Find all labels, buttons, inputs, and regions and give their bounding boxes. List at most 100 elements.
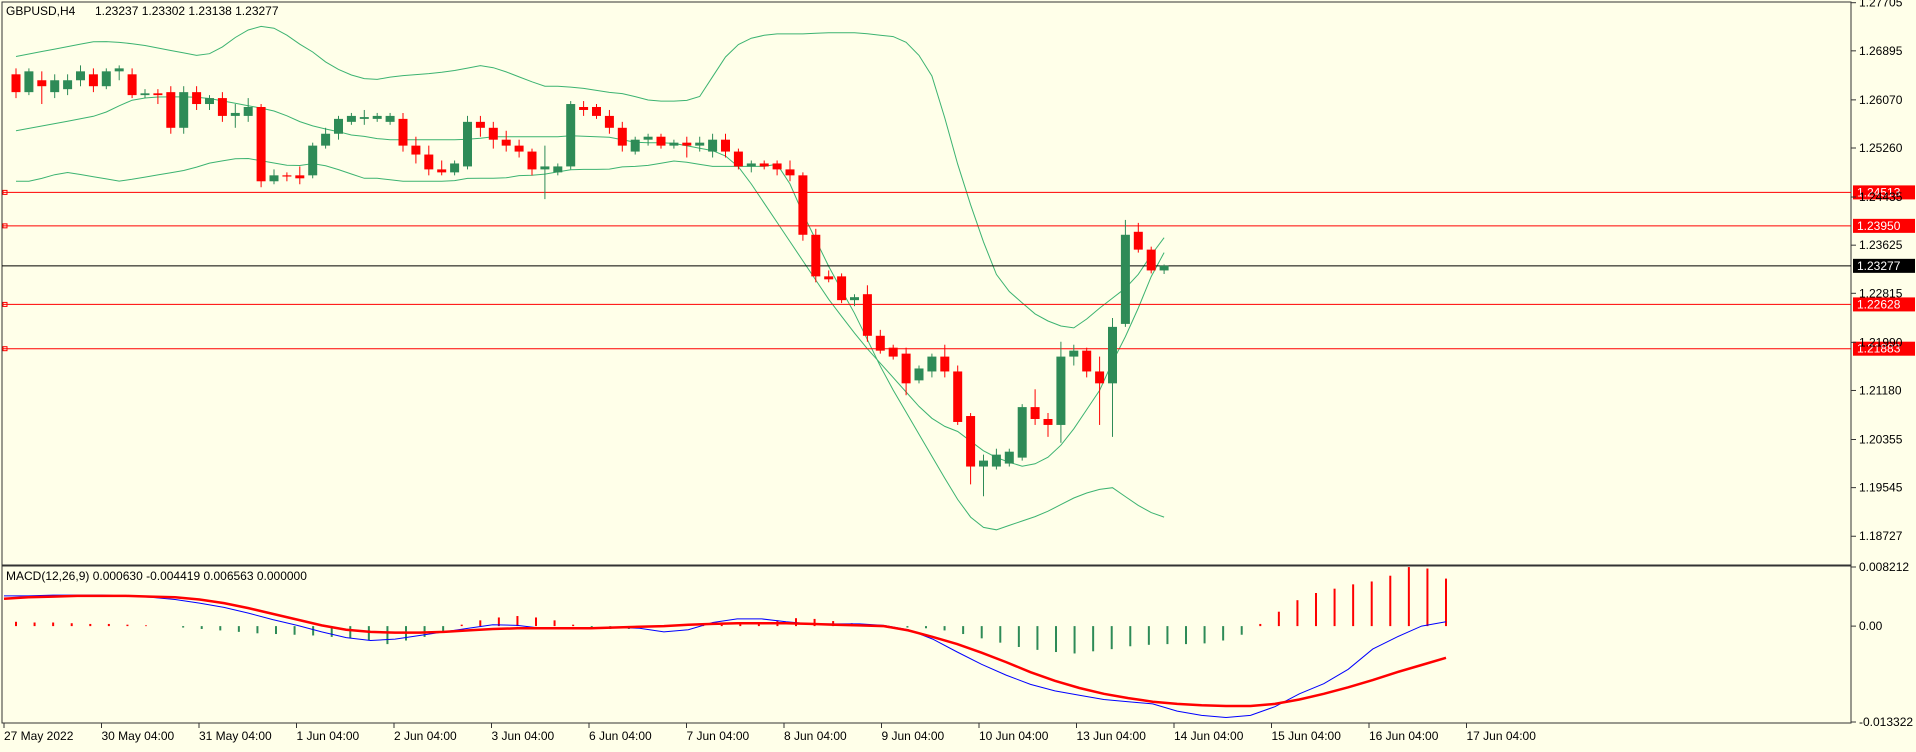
candle-body-bear bbox=[888, 347, 898, 357]
candle-body-bear bbox=[579, 106, 589, 110]
candle-body-bull bbox=[1017, 407, 1027, 458]
candle-body-bull bbox=[463, 121, 472, 167]
candle-body-bear bbox=[166, 92, 176, 128]
candle-body-bear bbox=[682, 142, 692, 146]
macd-pane-frame bbox=[1, 565, 1852, 724]
candle-body-bear bbox=[837, 276, 847, 301]
candle-body-bull bbox=[372, 115, 382, 119]
time-tick-label: 15 Jun 04:00 bbox=[1272, 729, 1342, 743]
candle-body-bull bbox=[1120, 234, 1130, 324]
candle-body-bull bbox=[334, 118, 343, 134]
candle-body-bull bbox=[24, 71, 34, 93]
price-tick-label: 1.26895 bbox=[1859, 44, 1903, 58]
candle-body-bear bbox=[733, 151, 743, 167]
macd-tick-label: -0.013322 bbox=[1859, 715, 1913, 729]
candle-body-bear bbox=[811, 234, 821, 277]
time-tick-label: 13 Jun 04:00 bbox=[1077, 729, 1147, 743]
level-price-tag bbox=[1853, 185, 1915, 200]
candle-body-bull bbox=[1069, 350, 1079, 357]
candle-body-bull bbox=[230, 112, 240, 116]
candle-body-bull bbox=[308, 145, 318, 176]
candle-body-bull bbox=[114, 68, 124, 72]
candle-body-bull bbox=[101, 71, 111, 87]
time-tick-label: 10 Jun 04:00 bbox=[979, 729, 1049, 743]
time-tick-label: 8 Jun 04:00 bbox=[784, 729, 847, 743]
candle-body-bull bbox=[708, 139, 718, 152]
candle-body-bull bbox=[850, 297, 859, 301]
candle-body-bear bbox=[282, 175, 292, 177]
candle-body-bear bbox=[11, 74, 21, 93]
candle-body-bear bbox=[501, 139, 511, 146]
level-anchor-marker bbox=[2, 301, 8, 307]
level-anchor-marker bbox=[2, 189, 8, 195]
candle-body-bear bbox=[875, 335, 885, 351]
time-tick-label: 1 Jun 04:00 bbox=[297, 729, 360, 743]
candle-body-bear bbox=[127, 74, 137, 96]
candle-body-bear bbox=[153, 93, 163, 96]
macd-title: MACD(12,26,9) 0.000630 -0.004419 0.00656… bbox=[6, 569, 307, 583]
time-tick-label: 17 Jun 04:00 bbox=[1467, 729, 1537, 743]
candle-body-bull bbox=[643, 136, 653, 140]
candle-body-bull bbox=[385, 115, 395, 122]
candle-body-bear bbox=[901, 353, 911, 384]
candle-body-bull bbox=[630, 139, 640, 152]
candle-body-bear bbox=[192, 92, 202, 105]
macd-main-line bbox=[4, 594, 1447, 719]
candle-body-bear bbox=[514, 145, 524, 152]
candle-body-bear bbox=[604, 115, 614, 128]
macd-signal-line bbox=[3, 594, 1447, 708]
price-tick-label: 1.19545 bbox=[1859, 481, 1903, 495]
candle-body-bear bbox=[759, 163, 769, 167]
time-tick-label: 30 May 04:00 bbox=[102, 729, 175, 743]
level-price-label: 1.22628 bbox=[1857, 297, 1901, 311]
candle-body-bull bbox=[927, 356, 937, 372]
candle-body-bull bbox=[553, 166, 563, 173]
candle-body-bear bbox=[798, 175, 808, 235]
candle-body-bull bbox=[991, 454, 1001, 467]
candle-body-bear bbox=[721, 139, 730, 152]
candle-body-bull bbox=[346, 115, 356, 122]
price-tick-label: 1.22815 bbox=[1859, 286, 1903, 300]
time-tick-label: 27 May 2022 bbox=[4, 729, 74, 743]
macd-layer bbox=[3, 567, 1447, 719]
candle-body-bull bbox=[269, 175, 279, 182]
time-tick-label: 31 May 04:00 bbox=[199, 729, 272, 743]
ohlc-readout: 1.23237 1.23302 1.23138 1.23277 bbox=[95, 4, 279, 18]
current-price-tag bbox=[1853, 258, 1915, 273]
candle-body-bear bbox=[656, 136, 666, 146]
candle-body-bear bbox=[1030, 407, 1040, 419]
candle-body-bull bbox=[540, 166, 550, 170]
candle-body-bear bbox=[475, 121, 485, 128]
level-price-tag bbox=[1853, 341, 1915, 356]
candle-body-bull bbox=[321, 133, 331, 146]
level-price-tag bbox=[1853, 297, 1915, 312]
price-tick-label: 1.24435 bbox=[1859, 190, 1903, 204]
price-levels: 1.24513 1.23950 1.22628 1.21883 1.23277 bbox=[2, 185, 1915, 356]
candle-body-bull bbox=[76, 71, 85, 81]
candle-body-bull bbox=[205, 98, 214, 105]
price-tick-label: 1.25260 bbox=[1859, 141, 1903, 155]
bollinger-upper-band bbox=[15, 25, 1165, 329]
candle-body-bull bbox=[1004, 451, 1014, 464]
candle-body-bear bbox=[437, 169, 447, 173]
time-tick-label: 6 Jun 04:00 bbox=[589, 729, 652, 743]
candle-body-bear bbox=[785, 169, 795, 176]
price-tick-label: 1.27705 bbox=[1859, 0, 1903, 10]
price-pane-frame bbox=[1, 1, 1852, 566]
candle-body-bull bbox=[914, 368, 924, 381]
price-tick-label: 1.20355 bbox=[1859, 432, 1903, 446]
candle-body-bear bbox=[488, 127, 498, 140]
candle-body-bull bbox=[669, 142, 679, 146]
candle-body-bull bbox=[450, 163, 460, 173]
price-tick-label: 1.21990 bbox=[1859, 335, 1903, 349]
level-anchor-marker bbox=[2, 223, 8, 229]
candle-body-bear bbox=[1133, 231, 1143, 250]
level-price-tag bbox=[1853, 218, 1915, 233]
candle-body-bear bbox=[1095, 371, 1105, 384]
candle-body-bear bbox=[592, 106, 601, 116]
candle-body-bull bbox=[179, 92, 189, 128]
axes-layer: 1.27705 1.26895 1.26070 1.25260 1.24435 1.236… bbox=[3, 0, 1913, 743]
bollinger-lower-band bbox=[16, 157, 1165, 531]
macd-tick-label: 0.00 bbox=[1859, 619, 1883, 633]
